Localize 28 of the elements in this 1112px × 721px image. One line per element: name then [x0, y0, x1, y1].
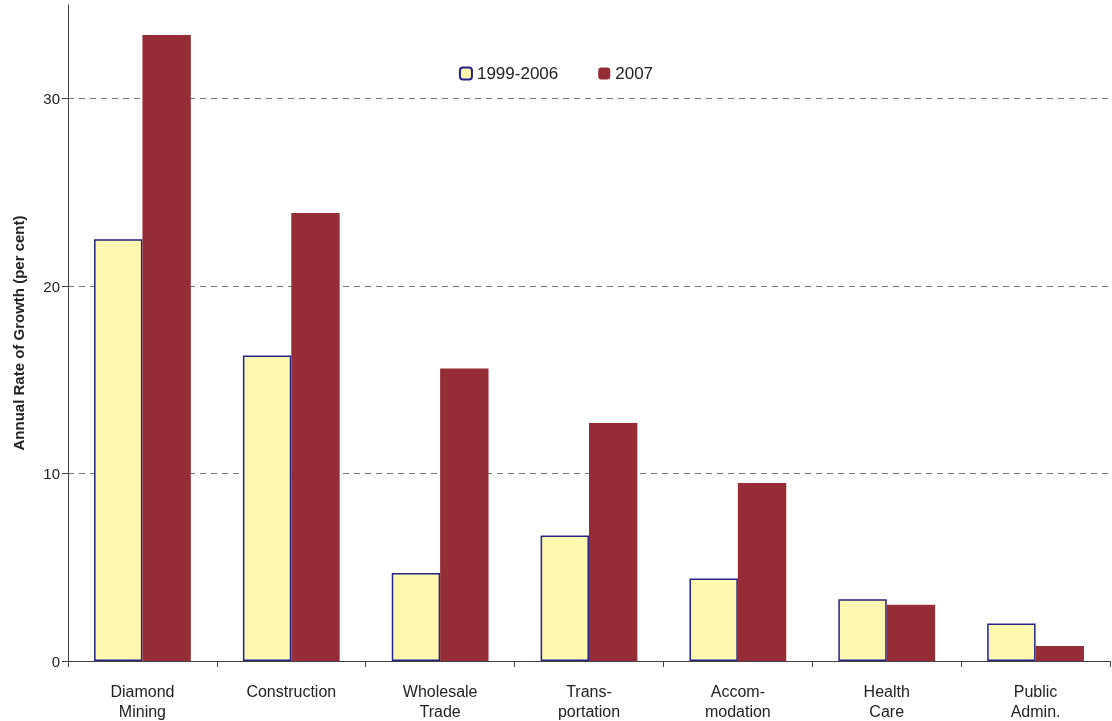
x-tick-label: Diamond Mining	[110, 682, 175, 720]
bar	[94, 239, 143, 661]
x-tick-label: Wholesale Trade	[402, 682, 478, 720]
y-tick-label: 30	[43, 90, 60, 108]
x-tick-label: Trans- portation	[557, 682, 621, 720]
bar	[589, 422, 638, 661]
y-axis-title: Annual Rate of Growth (per cent)	[10, 215, 27, 451]
bar	[440, 368, 489, 661]
bar	[987, 623, 1036, 661]
legend-label: 1999-2006	[476, 64, 559, 83]
bar	[1035, 646, 1084, 661]
bar	[737, 482, 787, 661]
y-tick-label: 20	[43, 277, 60, 295]
bar	[291, 213, 340, 661]
bar	[142, 34, 191, 661]
x-tick-label: Construction	[246, 682, 337, 700]
bar	[886, 604, 936, 661]
x-tick-label: Health Care	[863, 682, 910, 720]
bar	[689, 578, 738, 661]
bar	[838, 599, 887, 661]
bar	[242, 355, 292, 661]
bar	[540, 535, 589, 661]
bar	[391, 572, 441, 661]
x-tick-label: Accom- modation	[704, 682, 771, 720]
legend-label: 2007	[615, 64, 654, 83]
x-tick-label: Public Admin.	[1010, 682, 1061, 720]
y-tick-label: 10	[43, 465, 60, 483]
y-tick-label: 0	[51, 652, 60, 670]
